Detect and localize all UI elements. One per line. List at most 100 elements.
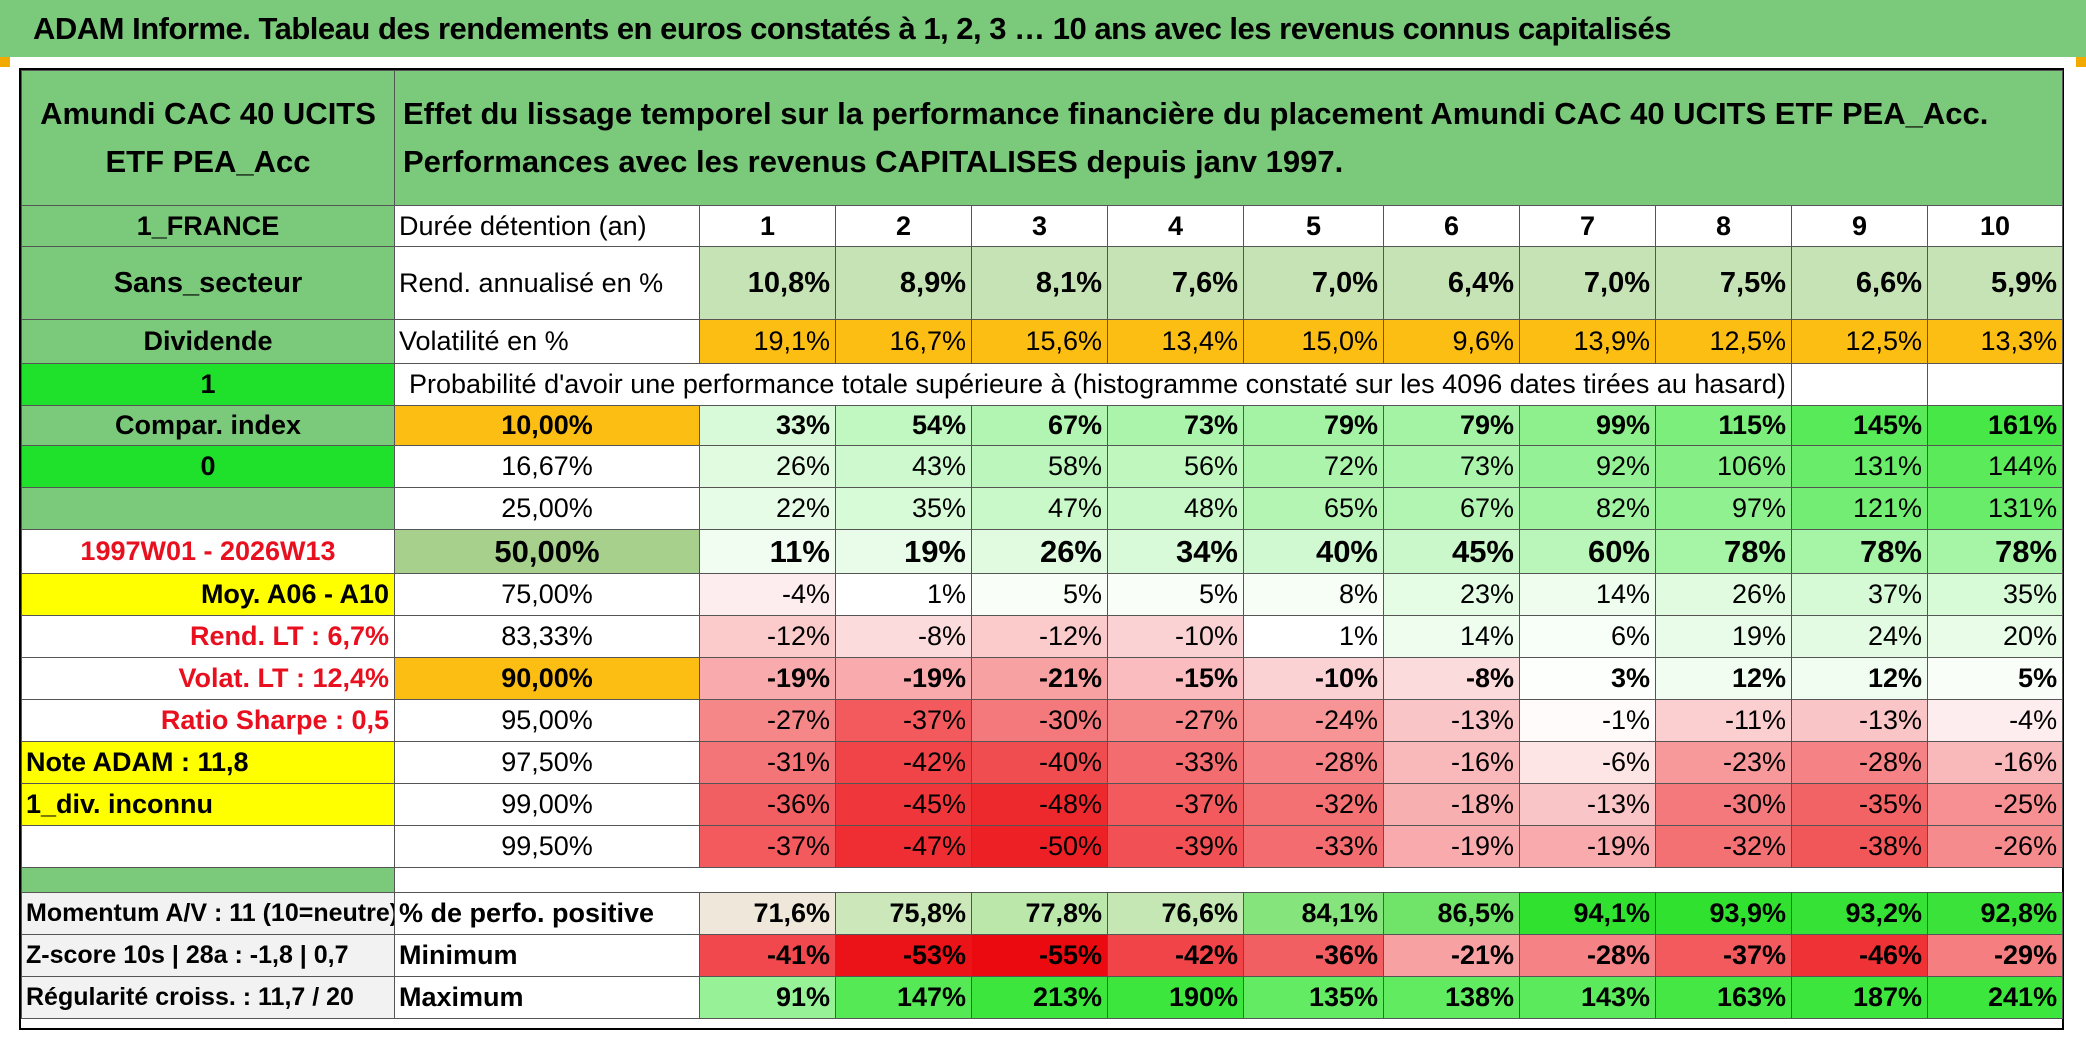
volat-lt-label: Volat. LT : 12,4% xyxy=(21,657,395,700)
percentile-row: Note ADAM : 11,8 97,50% -31% -42% -40% -33% -2… xyxy=(21,741,2064,784)
percentile-value: 131% xyxy=(1926,487,2064,530)
percentile-value: -31% xyxy=(699,741,836,784)
percentile-label: 99,50% xyxy=(394,825,700,868)
percentile-value: 65% xyxy=(1243,487,1384,530)
percentile-value: 24% xyxy=(1791,615,1928,658)
percentile-value: 14% xyxy=(1383,615,1520,658)
note-label: Note ADAM : 11,8 xyxy=(21,741,395,784)
percentile-value: 20% xyxy=(1926,615,2064,658)
year-header-2: 2 xyxy=(835,205,972,247)
vol-cell: 13,4% xyxy=(1107,319,1244,364)
percentile-value: 26% xyxy=(971,529,1108,574)
percentile-row: Moy. A06 - A10 75,00% -4% 1% 5% 5% 8% 23% 14% 26%… xyxy=(21,573,2064,616)
probability-label: Probabilité d'avoir une performance tota… xyxy=(394,363,1792,406)
regularite-label: Régularité croiss. : 11,7 / 20 xyxy=(21,976,395,1019)
vol-cell: 15,0% xyxy=(1243,319,1384,364)
percentile-label: 83,33% xyxy=(394,615,700,658)
year-header-6: 6 xyxy=(1383,205,1520,247)
percentile-value: -35% xyxy=(1791,783,1928,826)
percentile-value: -28% xyxy=(1243,741,1384,784)
year-header-7: 7 xyxy=(1519,205,1656,247)
percentile-value: 45% xyxy=(1383,529,1520,574)
rend-cell: 6,4% xyxy=(1383,246,1520,320)
percentile-value: 1% xyxy=(835,573,972,616)
percentile-value: 35% xyxy=(835,487,972,530)
percentile-value: 60% xyxy=(1519,529,1656,574)
percentile-value: 97% xyxy=(1655,487,1792,530)
summary-value: -55% xyxy=(971,934,1108,977)
vol-cell: 9,6% xyxy=(1383,319,1520,364)
rend-cell: 7,0% xyxy=(1243,246,1384,320)
summary-value: 94,1% xyxy=(1519,892,1656,935)
summary-value: -37% xyxy=(1655,934,1792,977)
percentile-value: 6% xyxy=(1519,615,1656,658)
dividend-label: Dividende xyxy=(21,319,395,364)
vol-cell: 12,5% xyxy=(1791,319,1928,364)
percentile-value: 67% xyxy=(1383,487,1520,530)
summary-value: 135% xyxy=(1243,976,1384,1019)
percentile-row: Ratio Sharpe : 0,5 95,00% -27% -37% -30% -27%… xyxy=(21,699,2064,742)
summary-value: -29% xyxy=(1926,934,2064,977)
percentile-label: 25,00% xyxy=(394,487,700,530)
percentile-value: 72% xyxy=(1243,445,1384,488)
percentile-value: -23% xyxy=(1655,741,1792,784)
percentile-value: 19% xyxy=(835,529,972,574)
summary-value: 163% xyxy=(1655,976,1792,1019)
percentile-value: -11% xyxy=(1655,699,1792,742)
percentile-label: 90,00% xyxy=(394,657,700,700)
summary-value: 190% xyxy=(1107,976,1244,1019)
zscore-label: Z-score 10s | 28a : -1,8 | 0,7 xyxy=(21,934,395,977)
report-title: ADAM Informe. Tableau des rendements en … xyxy=(0,0,2086,57)
compar-label: Compar. index xyxy=(21,405,395,446)
rend-cell: 7,5% xyxy=(1655,246,1792,320)
summary-value: 91% xyxy=(699,976,836,1019)
year-header-3: 3 xyxy=(971,205,1108,247)
percentile-value: 145% xyxy=(1791,405,1928,446)
percentile-value: 78% xyxy=(1791,529,1928,574)
percentile-value: -36% xyxy=(699,783,836,826)
percentile-value: 12% xyxy=(1791,657,1928,700)
percentile-value: -24% xyxy=(1243,699,1384,742)
percentile-value: 5% xyxy=(971,573,1108,616)
percentile-value: 79% xyxy=(1243,405,1384,446)
percentile-value: 106% xyxy=(1655,445,1792,488)
percentile-value: -13% xyxy=(1383,699,1520,742)
spacer-cell xyxy=(395,868,2063,893)
table-description: Effet du lissage temporel sur la perform… xyxy=(393,70,2064,206)
percentile-value: 99% xyxy=(1519,405,1656,446)
rend-cell: 7,0% xyxy=(1519,246,1656,320)
table-frame xyxy=(19,68,2064,1030)
percentile-label: 97,50% xyxy=(394,741,700,784)
percentile-value: 26% xyxy=(699,445,836,488)
percentile-label: 16,67% xyxy=(394,445,700,488)
rend-lt-label: Rend. LT : 6,7% xyxy=(21,615,395,658)
percentile-label: 99,00% xyxy=(394,783,700,826)
percentile-value: 121% xyxy=(1791,487,1928,530)
percentile-value: -37% xyxy=(1107,783,1244,826)
percentile-value: -19% xyxy=(835,657,972,700)
fund-name: Amundi CAC 40 UCITS ETF PEA_Acc xyxy=(21,70,395,206)
percentile-value: 12% xyxy=(1655,657,1792,700)
percentile-value: 78% xyxy=(1655,529,1792,574)
percentile-value: -12% xyxy=(699,615,836,658)
flag-zero: 0 xyxy=(21,445,395,488)
percentile-value: -39% xyxy=(1107,825,1244,868)
percentile-value: -16% xyxy=(1383,741,1520,784)
percentile-row: 1997W01 - 2026W13 50,00% 11% 19% 26% 34% 40% 45… xyxy=(21,529,2064,574)
summary-value: 93,2% xyxy=(1791,892,1928,935)
rend-cell: 8,1% xyxy=(971,246,1108,320)
percentile-value: -37% xyxy=(835,699,972,742)
percentile-value: -13% xyxy=(1791,699,1928,742)
percentile-value: 115% xyxy=(1655,405,1792,446)
percentile-value: 26% xyxy=(1655,573,1792,616)
percentile-value: 78% xyxy=(1926,529,2064,574)
percentile-value: -33% xyxy=(1243,825,1384,868)
percentile-value: 144% xyxy=(1926,445,2064,488)
percentile-value: 131% xyxy=(1791,445,1928,488)
percentile-value: -40% xyxy=(971,741,1108,784)
percentile-value: -48% xyxy=(971,783,1108,826)
percentile-row: 25,00% 22% 35% 47% 48% 65% 67% 82% 97% 121% 131% xyxy=(21,487,2064,530)
summary-value: 71,6% xyxy=(699,892,836,935)
percentile-value: 19% xyxy=(1655,615,1792,658)
period-label: 1997W01 - 2026W13 xyxy=(21,529,395,574)
